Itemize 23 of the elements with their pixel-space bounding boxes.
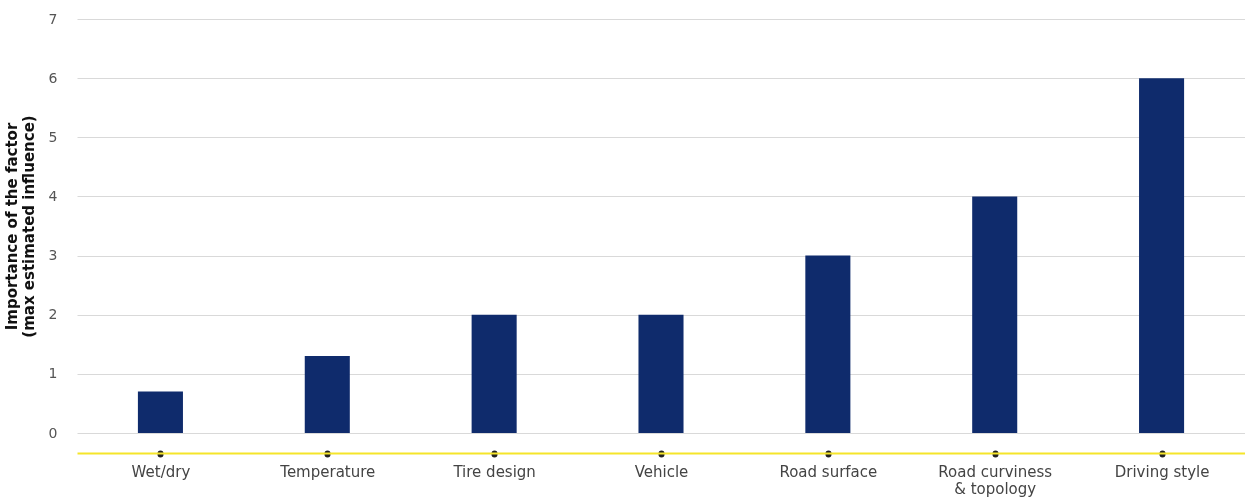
bar — [137, 391, 183, 433]
x-tick-label: Tire design — [452, 462, 536, 481]
y-tick-label: 3 — [48, 247, 58, 264]
x-tick-label: Vehicle — [634, 462, 689, 481]
y-tick-label: 6 — [48, 69, 58, 86]
y-tick-label: 0 — [48, 424, 58, 441]
bar — [304, 356, 350, 433]
x-tick-label: Wet/dry — [131, 462, 191, 481]
y-tick-label: 4 — [48, 187, 58, 204]
bar — [471, 314, 517, 433]
bar — [972, 196, 1018, 433]
x-tick-label: Road surface — [779, 462, 878, 481]
y-tick-label: 2 — [48, 306, 58, 323]
y-axis-title: Importance of the factor (max estimated influence) — [2, 115, 38, 338]
y-tick-label: 5 — [48, 128, 58, 145]
bar — [805, 255, 851, 433]
bar — [1139, 78, 1185, 433]
x-tick-label: Driving style — [1114, 462, 1210, 481]
y-tick-label: 7 — [48, 10, 58, 27]
bar — [638, 314, 684, 433]
x-tick-label: Road curviness & topology — [938, 462, 1053, 498]
x-tick-label: Temperature — [279, 462, 376, 481]
y-tick-label: 1 — [48, 365, 58, 382]
